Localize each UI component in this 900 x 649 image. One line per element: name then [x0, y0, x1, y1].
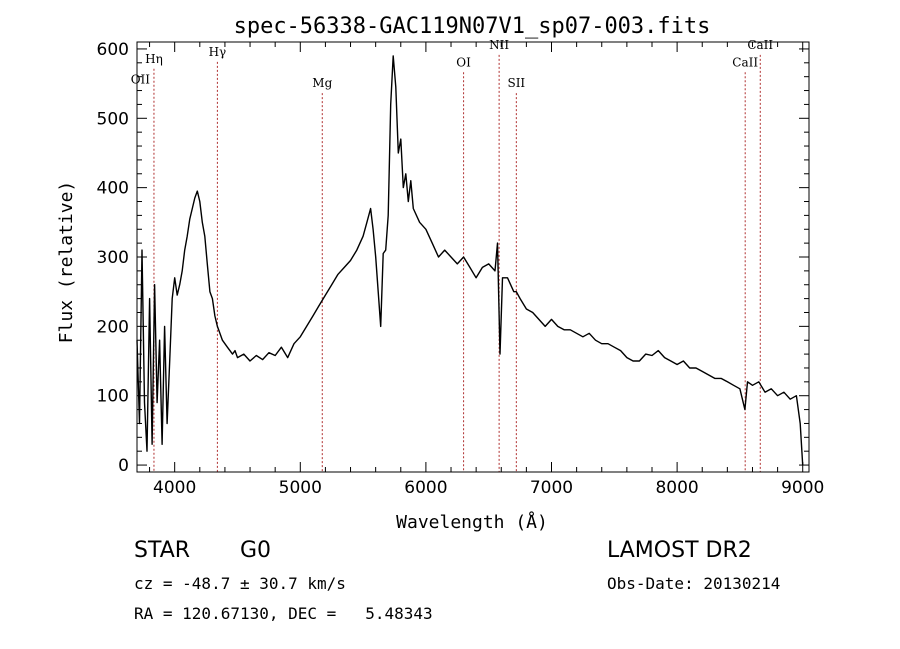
annotation-label: Hη [145, 52, 163, 66]
y-tick-label: 600 [97, 40, 129, 60]
y-tick-label: 100 [97, 387, 129, 407]
line-annotations: OII Hη Hγ Mg OI NII SII CaII CaII [131, 38, 773, 472]
x-axis-label: Wavelength (Å) [396, 511, 548, 533]
y-tick-label: 500 [97, 109, 129, 129]
object-class: STAR [134, 538, 191, 563]
y-tick-label: 200 [97, 317, 129, 337]
x-tick-label: 7000 [530, 478, 573, 498]
x-tick-label: 6000 [404, 478, 447, 498]
survey-name: LAMOST DR2 [607, 538, 752, 563]
y-axis: 0 100 200 300 400 500 600 [97, 40, 809, 476]
x-tick-label: 8000 [655, 478, 698, 498]
coordinates: RA = 120.67130, DEC = 5.48343 [134, 604, 433, 623]
annotation-label: SII [507, 76, 525, 90]
x-tick-label: 5000 [279, 478, 322, 498]
annotation-label: OI [456, 55, 471, 69]
annotation-label: OII [131, 73, 151, 87]
y-tick-label: 400 [97, 179, 129, 199]
spectrum-series-line [136, 55, 804, 466]
plot-frame [136, 41, 810, 473]
annotation-label: Mg [312, 76, 332, 90]
obs-date: Obs-Date: 20130214 [607, 574, 781, 593]
x-axis: 4000 5000 6000 7000 8000 9000 [149, 42, 824, 498]
chart-title: spec-56338-GAC119N07V1_sp07-003.fits [234, 14, 711, 39]
y-axis-label: Flux (relative) [56, 181, 77, 344]
object-subclass: G0 [240, 538, 272, 563]
annotation-label: CaII [747, 38, 773, 52]
y-tick-label: 300 [97, 248, 129, 268]
annotation-label: NII [489, 38, 509, 52]
annotation-label: Hγ [209, 45, 227, 59]
x-tick-label: 4000 [153, 478, 196, 498]
y-tick-label: 0 [118, 456, 129, 476]
annotation-label: CaII [732, 55, 758, 69]
redshift-value: cz = -48.7 ± 30.7 km/s [134, 574, 346, 593]
x-tick-label: 9000 [781, 478, 824, 498]
